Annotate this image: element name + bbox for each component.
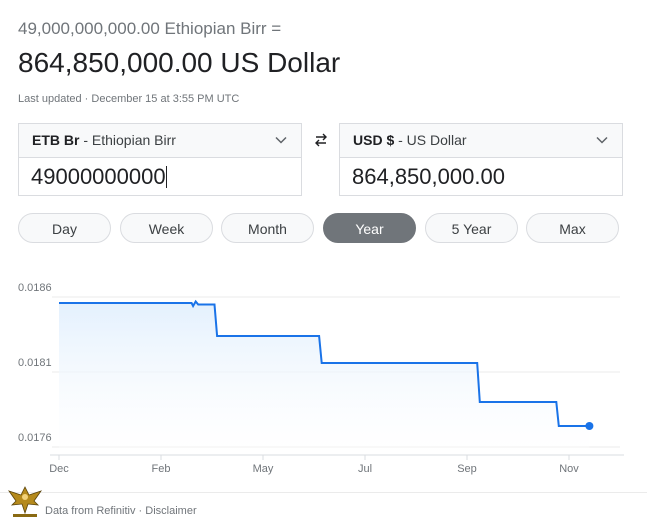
- to-currency-box: USD $ - US Dollar 864,850,000.00: [339, 123, 623, 196]
- eagle-emblem-logo: [7, 486, 43, 517]
- range-day-button[interactable]: Day: [18, 213, 111, 243]
- range-5-year-button[interactable]: 5 Year: [425, 213, 518, 243]
- to-currency-select[interactable]: USD $ - US Dollar: [340, 124, 622, 158]
- range-year-button[interactable]: Year: [323, 213, 416, 243]
- from-currency-select[interactable]: ETB Br - Ethiopian Birr: [19, 124, 301, 158]
- range-month-button[interactable]: Month: [221, 213, 314, 243]
- chart-y-tick-label: 0.0176: [18, 432, 52, 444]
- from-currency-box: ETB Br - Ethiopian Birr 49000000000: [18, 123, 302, 196]
- footer-separator: ·: [135, 505, 146, 517]
- footer-source: Data from Refinitiv: [45, 505, 136, 517]
- chevron-down-icon: [275, 136, 287, 144]
- header-from-amount: 49,000,000,000.00 Ethiopian Birr =: [18, 19, 282, 38]
- range-max-button[interactable]: Max: [526, 213, 619, 243]
- chart-x-tick-label: Feb: [152, 463, 171, 475]
- to-amount-input[interactable]: 864,850,000.00: [352, 164, 505, 189]
- chart-area-fill: [59, 301, 590, 455]
- range-week-button[interactable]: Week: [120, 213, 213, 243]
- chart-x-tick-label: Nov: [559, 463, 579, 475]
- chart-series-line: [59, 299, 590, 427]
- chart-y-tick-label: 0.0186: [18, 282, 52, 294]
- disclaimer-link[interactable]: Disclaimer: [145, 505, 197, 517]
- chart-current-point: [585, 422, 594, 430]
- from-amount-input[interactable]: 49000000000: [31, 164, 167, 189]
- from-currency-name: - Ethiopian Birr: [79, 132, 176, 148]
- chart-x-tick-label: Dec: [49, 463, 69, 475]
- chart-x-tick-label: Jul: [358, 463, 372, 475]
- header-to-amount: 864,850,000.00 US Dollar: [18, 47, 341, 78]
- swap-icon[interactable]: [313, 131, 329, 149]
- to-currency-code: USD $: [353, 132, 395, 148]
- to-currency-name: - US Dollar: [394, 132, 467, 148]
- chart-x-tick-label: Sep: [457, 463, 477, 475]
- from-currency-code: ETB Br: [32, 132, 80, 148]
- chart-x-tick-label: May: [253, 463, 274, 475]
- chart-y-tick-label: 0.0181: [18, 357, 52, 369]
- footer: Data from Refinitiv · Disclaimer: [0, 492, 647, 528]
- last-updated: Last updated · December 15 at 3:55 PM UT…: [18, 93, 240, 105]
- chevron-down-icon: [596, 136, 608, 144]
- exchange-rate-chart[interactable]: 0.0186 0.0181 0.0176 Dec Feb May Jul Sep Nov: [0, 270, 647, 475]
